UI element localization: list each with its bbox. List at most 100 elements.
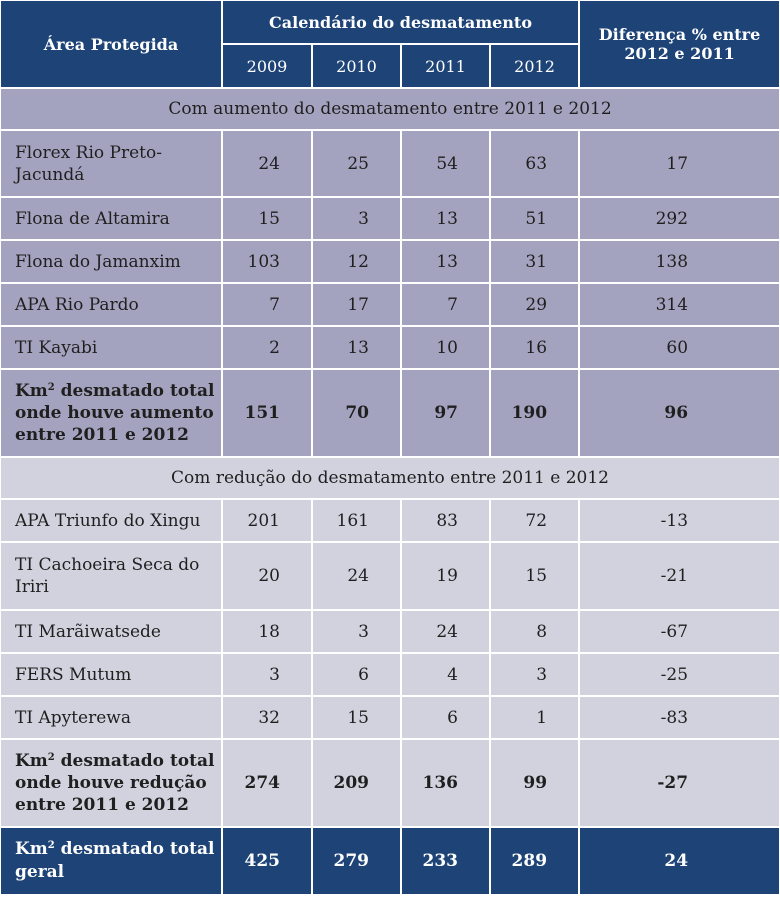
value-cell: 7 [402, 284, 491, 327]
value-cell: 63 [491, 131, 581, 198]
value-cell: 15 [491, 543, 581, 611]
value-cell: 6 [313, 654, 402, 697]
grand-total-value: 279 [313, 828, 402, 894]
value-cell: 29 [491, 284, 581, 327]
table-row: TI Cachoeira Seca do Iriri 20 24 19 15 -2… [1, 543, 780, 611]
year-header-2009: 2009 [223, 45, 313, 89]
area-name: APA Rio Pardo [1, 284, 223, 327]
diff-cell: 60 [580, 327, 780, 370]
diff-cell: 314 [580, 284, 780, 327]
value-cell: 13 [402, 241, 491, 284]
grand-total-row: Km2 desmatado total geral 425 279 233 28… [1, 828, 780, 894]
table-row: Flona do Jamanxim 103 12 13 31 138 [1, 241, 780, 284]
value-cell: 1 [491, 697, 581, 740]
diff-cell: -21 [580, 543, 780, 611]
value-cell: 3 [313, 611, 402, 654]
area-header: Área Protegida [1, 1, 223, 89]
decrease-subtotal-row: Km2 desmatado total onde houve redução e… [1, 740, 780, 828]
grand-total-value: 289 [491, 828, 581, 894]
diff-header-line1: Diferença % entre [598, 25, 761, 44]
value-cell: 24 [402, 611, 491, 654]
value-cell: 15 [313, 697, 402, 740]
area-name: Flona de Altamira [1, 198, 223, 241]
subtotal-value: 209 [313, 740, 402, 828]
grand-total-label: Km2 desmatado total geral [1, 828, 223, 894]
value-cell: 3 [491, 654, 581, 697]
value-cell: 25 [313, 131, 402, 198]
value-cell: 2 [223, 327, 313, 370]
subtotal-value: 97 [402, 370, 491, 458]
area-name: TI Marãiwatsede [1, 611, 223, 654]
grand-total-value: 233 [402, 828, 491, 894]
diff-header-line2: 2012 e 2011 [624, 44, 735, 63]
grand-total-value: 425 [223, 828, 313, 894]
value-cell: 17 [313, 284, 402, 327]
value-cell: 24 [223, 131, 313, 198]
table-row: Florex Rio Preto- Jacundá 24 25 54 63 17 [1, 131, 780, 198]
diff-cell: 292 [580, 198, 780, 241]
value-cell: 13 [402, 198, 491, 241]
subtotal-label: Km2 desmatado total onde houve aumento e… [1, 370, 223, 458]
value-cell: 72 [491, 500, 581, 543]
value-cell: 10 [402, 327, 491, 370]
calendar-header: Calendário do desmatamento [223, 1, 581, 45]
subtotal-label: Km2 desmatado total onde houve redução e… [1, 740, 223, 828]
diff-cell: -67 [580, 611, 780, 654]
area-name: Flona do Jamanxim [1, 241, 223, 284]
value-cell: 51 [491, 198, 581, 241]
increase-subtotal-row: Km2 desmatado total onde houve aumento e… [1, 370, 780, 458]
value-cell: 13 [313, 327, 402, 370]
year-header-2011: 2011 [402, 45, 491, 89]
table-row: TI Marãiwatsede 18 3 24 8 -67 [1, 611, 780, 654]
diff-cell: -83 [580, 697, 780, 740]
value-cell: 161 [313, 500, 402, 543]
area-name: TI Cachoeira Seca do Iriri [1, 543, 223, 611]
area-name: Florex Rio Preto- Jacundá [1, 131, 223, 198]
value-cell: 7 [223, 284, 313, 327]
decrease-section-title: Com redução do desmatamento entre 2011 e… [1, 458, 780, 500]
table-row: Flona de Altamira 15 3 13 51 292 [1, 198, 780, 241]
value-cell: 201 [223, 500, 313, 543]
diff-header: Diferença % entre 2012 e 2011 [580, 1, 780, 89]
subtotal-value: 190 [491, 370, 581, 458]
subtotal-diff: -27 [580, 740, 780, 828]
diff-cell: 17 [580, 131, 780, 198]
value-cell: 31 [491, 241, 581, 284]
value-cell: 19 [402, 543, 491, 611]
diff-cell: 138 [580, 241, 780, 284]
value-cell: 6 [402, 697, 491, 740]
subtotal-value: 151 [223, 370, 313, 458]
value-cell: 54 [402, 131, 491, 198]
increase-section-title: Com aumento do desmatamento entre 2011 e… [1, 89, 780, 131]
diff-cell: -13 [580, 500, 780, 543]
year-header-2012: 2012 [491, 45, 581, 89]
subtotal-value: 70 [313, 370, 402, 458]
value-cell: 83 [402, 500, 491, 543]
value-cell: 32 [223, 697, 313, 740]
value-cell: 18 [223, 611, 313, 654]
value-cell: 15 [223, 198, 313, 241]
value-cell: 8 [491, 611, 581, 654]
subtotal-diff: 96 [580, 370, 780, 458]
diff-cell: -25 [580, 654, 780, 697]
table-row: FERS Mutum 3 6 4 3 -25 [1, 654, 780, 697]
area-name: TI Kayabi [1, 327, 223, 370]
table-row: TI Kayabi 2 13 10 16 60 [1, 327, 780, 370]
value-cell: 3 [223, 654, 313, 697]
value-cell: 12 [313, 241, 402, 284]
table-row: APA Rio Pardo 7 17 7 29 314 [1, 284, 780, 327]
value-cell: 103 [223, 241, 313, 284]
value-cell: 4 [402, 654, 491, 697]
grand-total-diff: 24 [580, 828, 780, 894]
area-name: FERS Mutum [1, 654, 223, 697]
area-name: APA Triunfo do Xingu [1, 500, 223, 543]
area-name: TI Apyterewa [1, 697, 223, 740]
value-cell: 24 [313, 543, 402, 611]
table-row: APA Triunfo do Xingu 201 161 83 72 -13 [1, 500, 780, 543]
value-cell: 16 [491, 327, 581, 370]
table-row: TI Apyterewa 32 15 6 1 -83 [1, 697, 780, 740]
subtotal-value: 136 [402, 740, 491, 828]
value-cell: 20 [223, 543, 313, 611]
subtotal-value: 99 [491, 740, 581, 828]
